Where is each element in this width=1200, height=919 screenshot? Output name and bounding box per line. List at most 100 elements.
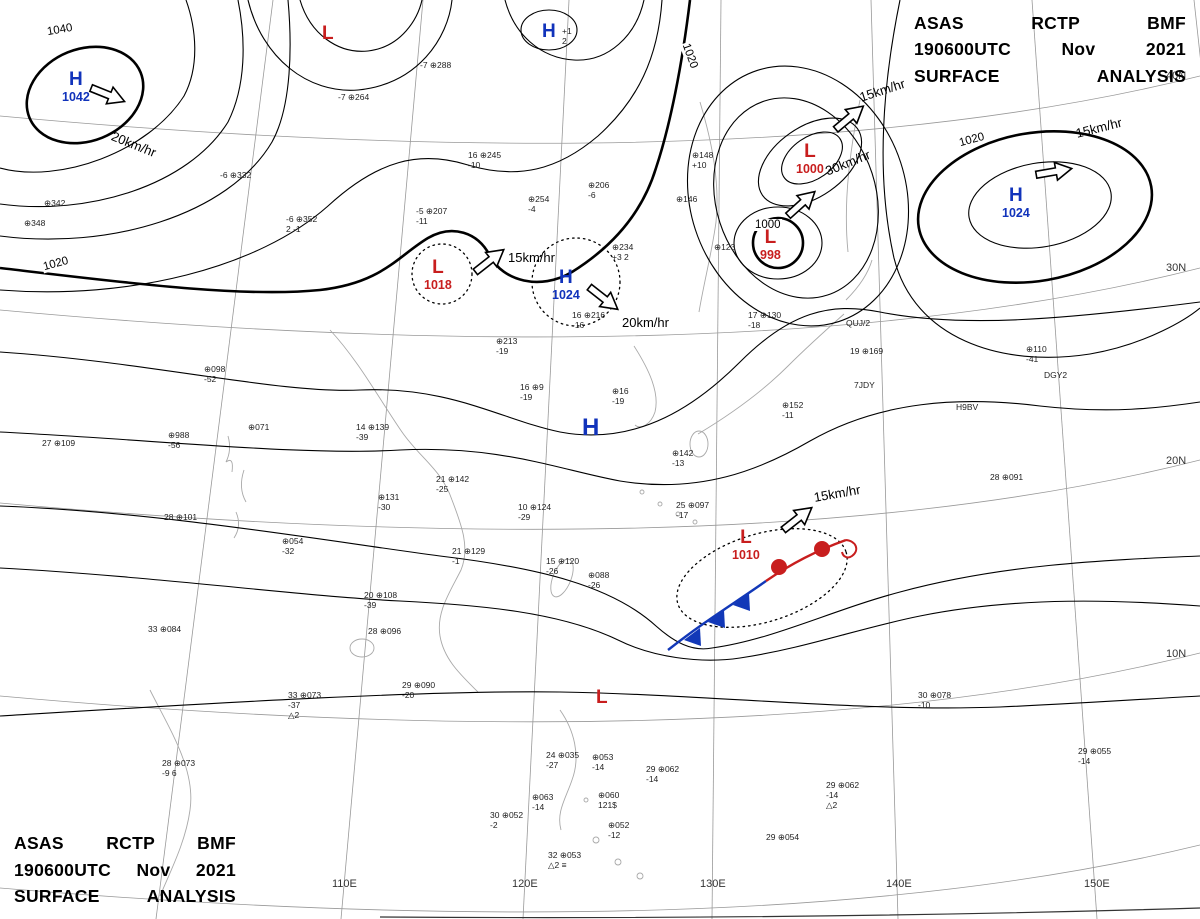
station-plot: ⊕063 -14	[532, 792, 554, 813]
station-plot: 29 ⊕062 -14	[646, 764, 680, 785]
station-plot: ⊕053 -14	[592, 752, 614, 773]
station-plot: DGY2	[1044, 370, 1068, 380]
station-plot: ⊕123	[714, 242, 736, 252]
station-plot: ⊕071	[248, 422, 270, 432]
isobar-value-label: 1020	[956, 130, 987, 150]
cold-front-triangle-icon	[708, 610, 725, 628]
wind-speed-label: 15km/hr	[812, 481, 862, 505]
station-plot: 25 ⊕097 -17	[676, 500, 710, 521]
pressure-center-l: L 1018	[424, 257, 452, 292]
warm-front-semicircle-icon	[814, 541, 830, 557]
station-plot: ⊕988 -56	[168, 430, 190, 451]
station-plot: 28 ⊕101	[164, 512, 198, 522]
station-plot: ⊕110 -41	[1026, 344, 1047, 365]
station-plot: 21 ⊕142 -25	[436, 474, 470, 495]
title-line: ASAS RCTP BMF	[914, 13, 1186, 33]
station-plot: 15 ⊕120 -26	[546, 556, 580, 577]
station-plot: 20 ⊕108 -39	[364, 590, 398, 611]
chart-title-bottom-left: ASAS RCTP BMF 190600UTC Nov 2021 SURFACE…	[14, 830, 236, 909]
warm-front-semicircle-icon	[771, 559, 787, 575]
station-plot: ⊕054 -32	[282, 536, 304, 557]
station-plot: 30 ⊕052 -2	[490, 810, 524, 831]
pressure-center-h: H 1042	[62, 69, 90, 104]
wind-speed-label: 20km/hr	[109, 128, 159, 161]
pressure-center-l: L	[322, 23, 334, 44]
latitude-label: 20N	[1166, 455, 1187, 467]
station-plot: ⊕088 -26	[588, 570, 610, 591]
station-plot: 14 ⊕139 -39	[356, 422, 390, 443]
title-line: 190600UTC Nov 2021	[914, 39, 1186, 60]
station-plot: ⊕234 +3 2	[612, 242, 634, 263]
station-plot: ⊕052 -12	[608, 820, 630, 841]
station-plot: ⊕16 -19	[612, 386, 629, 407]
chart-title-top-right: ASAS RCTP BMF 190600UTC Nov 2021 SURFACE…	[914, 10, 1186, 89]
station-plot: ⊕342	[44, 198, 66, 208]
station-plot: ⊕348	[24, 218, 46, 228]
station-plot: 27 ⊕109	[42, 438, 76, 448]
wind-speed-label: 20km/hr	[622, 315, 669, 330]
station-plot: 10 ⊕124 -29	[518, 502, 552, 523]
title-line: ASAS RCTP BMF	[14, 833, 236, 854]
station-plot: 28 ⊕091	[990, 472, 1024, 482]
station-plot: ⊕152 -11	[782, 400, 804, 421]
station-plot: -6 ⊕332	[220, 170, 252, 180]
station-plot: ⊕142 -13	[672, 448, 694, 469]
station-plot: ⊕098 -52	[204, 364, 226, 385]
station-plot: 17 ⊕130 -18	[748, 310, 782, 331]
wind-speed-label: 15km/hr	[857, 75, 907, 105]
station-plot: 30 ⊕078 -10	[918, 690, 952, 711]
station-plot: 29 ⊕054	[766, 832, 800, 842]
station-plot: ⊕148 +10	[692, 150, 714, 171]
longitude-label: 120E	[512, 878, 538, 890]
cold-front-triangle-icon	[684, 628, 701, 646]
latitude-label: 10N	[1166, 648, 1187, 660]
station-plot: 33 ⊕073 -37 △2	[288, 690, 322, 721]
longitude-label: 140E	[886, 878, 912, 890]
pressure-center-h: H 1024	[552, 267, 580, 302]
station-plot: 28 ⊕073 -9 6	[162, 758, 196, 779]
isobar-value-label: 1020	[679, 40, 701, 72]
station-plot: 29 ⊕055 -14	[1078, 746, 1112, 767]
dashed-development-areas	[411, 237, 848, 628]
pressure-center-l: L 1010	[732, 527, 760, 562]
station-plot: ⊕131 -30	[378, 492, 400, 513]
station-plot: +1 2	[562, 26, 572, 47]
station-plot: 16 ⊕245 -10	[468, 150, 502, 171]
station-plot: -7 ⊕264	[338, 92, 370, 102]
latitude-label: 40N	[1166, 70, 1187, 82]
station-plot: ⊕254 -4	[528, 194, 550, 215]
station-plot: 16 ⊕216 -16	[572, 310, 606, 331]
station-plot: 29 ⊕090 -20	[402, 680, 436, 701]
isobar-value-label: 1000	[754, 219, 782, 231]
title-line: 190600UTC Nov 2021	[14, 859, 236, 880]
longitude-label: 130E	[700, 878, 726, 890]
station-plot: -5 ⊕207 -11	[416, 206, 448, 227]
station-plot: 32 ⊕053 △2 ≡	[548, 850, 582, 871]
longitude-label: 110E	[332, 878, 357, 890]
station-plot: ⊕213 -19	[496, 336, 518, 357]
pressure-center-l: L	[596, 687, 608, 708]
wind-speed-label: 30km/hr	[823, 146, 873, 179]
station-plot: 19 ⊕169	[850, 346, 884, 356]
station-plot: ⊕146	[676, 194, 698, 204]
pressure-center-l: L 1000	[796, 141, 824, 176]
wind-speed-label: 15km/hr	[1074, 114, 1124, 141]
title-line: SURFACE ANALYSIS	[14, 885, 236, 906]
station-plot: -6 ⊕352 2 -1	[286, 214, 318, 235]
isobar-value-label: 1040	[45, 21, 75, 39]
pressure-center-l: L 998	[760, 227, 781, 262]
station-plot: 7JDY	[854, 380, 875, 390]
pressure-center-h: H	[582, 414, 600, 441]
station-plot: 29 ⊕062 -14 △2	[826, 780, 860, 811]
station-plot: QUJ/2	[846, 318, 871, 328]
station-plot: -7 ⊕288	[420, 60, 452, 70]
station-plot: 21 ⊕129 -1	[452, 546, 486, 567]
title-line: SURFACE ANALYSIS	[914, 65, 1186, 86]
station-plot: ⊕060 121$	[598, 790, 620, 811]
station-plot: ⊕206 -6	[588, 180, 610, 201]
isobar-value-label: 1020	[40, 254, 71, 274]
